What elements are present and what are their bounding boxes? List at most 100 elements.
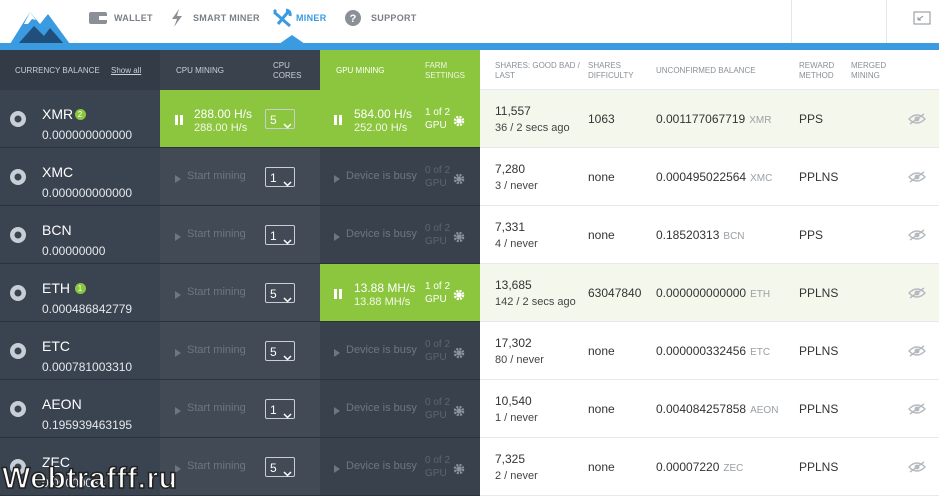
window-icon[interactable] — [913, 11, 931, 25]
logo — [10, 12, 70, 44]
cpu-status[interactable]: Start mining — [187, 402, 246, 414]
cpu-cores-select[interactable]: 5 — [265, 109, 295, 129]
merged-mining-toggle[interactable] — [908, 286, 926, 304]
cpu-cores-value: 5 — [270, 113, 277, 127]
gpu-hashrate-avg: 13.88 MH/s — [354, 296, 411, 308]
chevron — [283, 355, 292, 361]
balance-unit: ZEC — [723, 463, 744, 474]
start-button — [174, 461, 182, 479]
separator — [791, 0, 792, 43]
show-all-link[interactable]: Show all — [111, 66, 142, 75]
cpu-cell — [160, 206, 320, 264]
coin-icon — [10, 169, 26, 185]
gpu-status: Device is busy — [346, 228, 417, 240]
notification-badge: 1 — [74, 283, 86, 294]
currency-symbol: ZEC — [42, 454, 70, 470]
cpu-status[interactable]: Start mining — [187, 286, 246, 298]
farm-settings-button — [453, 289, 465, 301]
cpu-cores-select[interactable]: 5 — [265, 283, 295, 303]
farm-settings-button — [453, 114, 465, 132]
cpu-status[interactable]: Start mining — [187, 460, 246, 472]
gpu-hashrate: 584.00 H/s — [354, 107, 413, 121]
farm-settings-button — [453, 173, 465, 185]
reward-method: PPLNS — [799, 344, 839, 358]
farm-settings-button — [453, 404, 465, 422]
cpu-status[interactable]: Start mining — [187, 170, 246, 182]
coin-icon — [8, 341, 28, 366]
shares-difficulty: none — [588, 402, 615, 416]
cpu-status[interactable]: Start mining — [187, 344, 246, 356]
farm-device: GPU — [425, 178, 447, 189]
currency-symbol: XMR — [42, 106, 74, 122]
reward-method: PPLNS — [799, 170, 839, 184]
farm-settings-button — [453, 172, 465, 190]
coin-icon — [10, 459, 26, 475]
coin-icon — [8, 225, 28, 250]
balance-unit: ETH — [750, 289, 771, 300]
cpu-status[interactable]: Start mining — [187, 228, 246, 240]
gpu-cell — [320, 90, 480, 148]
start-button — [334, 407, 340, 415]
currency-balance: 0.000000000000 — [42, 128, 133, 142]
nav-item[interactable]: MINER — [296, 13, 327, 23]
currency-balance: 0.00000083 — [42, 476, 106, 490]
header-left — [0, 50, 160, 90]
merged-mining-toggle — [908, 113, 926, 125]
nav-item[interactable]: WALLET — [114, 13, 153, 23]
nav-item[interactable]: SMART MINER — [193, 13, 260, 23]
cpu-hashrate-avg: 288.00 H/s — [194, 122, 248, 134]
balance-value: 0.004084257858 — [656, 402, 747, 416]
merged-mining-toggle[interactable] — [908, 344, 926, 362]
header-label: CPU CORES — [273, 61, 302, 80]
farm-settings-button — [453, 230, 465, 248]
shares-good: 13,685 — [495, 278, 532, 292]
reward-method: PPS — [799, 228, 824, 242]
currency-cell — [0, 148, 160, 206]
shares-good: 10,540 — [495, 394, 532, 408]
nav-item[interactable]: SUPPORT — [371, 13, 417, 23]
balance-unit: AEON — [750, 405, 779, 416]
pause-button — [175, 115, 183, 125]
balance-value: 0.000000332456 — [656, 344, 747, 358]
merged-mining-toggle — [908, 171, 926, 183]
pause-button — [333, 287, 343, 305]
gpu-cell — [320, 438, 480, 496]
start-button — [333, 229, 341, 247]
cpu-cores-select[interactable]: 1 — [265, 399, 295, 419]
shares-good: 7,331 — [495, 220, 526, 234]
start-button — [174, 345, 182, 363]
gpu-cell — [320, 206, 480, 264]
shares-good: 11,557 — [495, 104, 531, 118]
merged-mining-toggle[interactable] — [908, 112, 926, 130]
farm-count: 1 of 2 — [425, 281, 451, 292]
active-pointer — [279, 35, 305, 44]
cpu-cores-select[interactable]: 1 — [265, 167, 295, 187]
merged-mining-toggle[interactable] — [908, 460, 926, 478]
cpu-cores-value: 1 — [270, 403, 277, 417]
merged-mining-toggle[interactable] — [908, 228, 926, 246]
header-label: REWARD METHOD — [799, 61, 835, 80]
merged-mining-toggle[interactable] — [908, 170, 926, 188]
farm-device: GPU — [425, 468, 447, 479]
stats-cell — [480, 148, 939, 206]
reward-method: PPS — [799, 112, 824, 126]
unconfirmed-balance: 0.000000000000 ETH — [656, 286, 770, 300]
gpu-hashrate: 13.88 MH/s — [354, 281, 416, 295]
cpu-cores-select[interactable]: 5 — [265, 341, 295, 361]
pause-button — [334, 289, 342, 299]
smart-miner-icon — [172, 9, 182, 27]
shares-last: 1 / never — [495, 412, 538, 424]
cpu-cell — [160, 148, 320, 206]
merged-mining-toggle — [908, 461, 926, 473]
farm-device: GPU — [425, 410, 447, 421]
start-button — [175, 175, 181, 183]
currency-balance: 0.000000000000 — [42, 186, 133, 200]
currency-symbol: BCN — [42, 222, 72, 238]
balance-value: 0.000495022564 — [656, 170, 747, 184]
start-button — [175, 349, 181, 357]
merged-mining-toggle[interactable] — [908, 402, 926, 420]
cpu-cores-select[interactable]: 1 — [265, 225, 295, 245]
cpu-cores-select[interactable]: 5 — [265, 457, 295, 477]
start-button — [174, 403, 182, 421]
